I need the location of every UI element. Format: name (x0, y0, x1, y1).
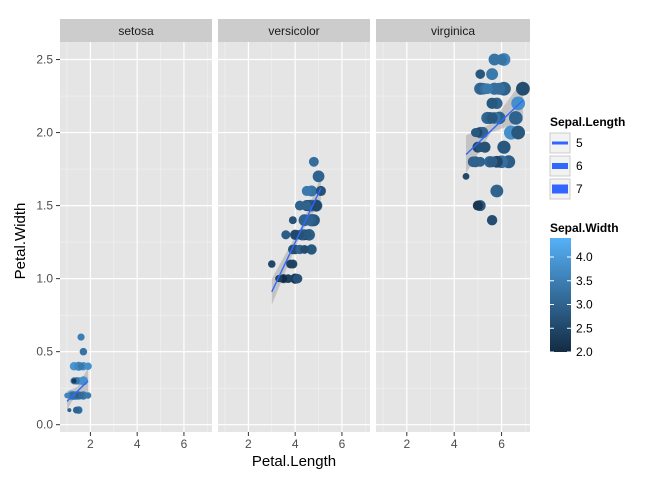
color-legend-label: 4.0 (576, 250, 593, 264)
panel-background (376, 42, 530, 432)
data-point (77, 362, 85, 370)
facet-strip (218, 19, 370, 42)
y-tick-label: 1.0 (36, 272, 53, 286)
data-point (79, 347, 88, 356)
x-tick-label: 4 (292, 437, 299, 451)
data-point (268, 260, 276, 268)
color-bar (550, 238, 571, 352)
data-point (64, 392, 70, 399)
data-point (286, 259, 295, 269)
data-point (71, 378, 77, 384)
trend-line (271, 187, 322, 293)
data-point (472, 200, 483, 211)
color-legend-label: 3.0 (576, 298, 593, 312)
legend: Sepal.Length Sepal.Width 5 6 7 4.0 3.5 3.0 2.5… (549, 115, 625, 359)
color-legend-label: 2.0 (576, 345, 593, 359)
data-point (511, 96, 526, 111)
facet-strip-label: setosa (118, 24, 154, 38)
data-point (84, 392, 92, 399)
data-point (475, 69, 486, 79)
data-point (493, 82, 506, 95)
data-point (511, 125, 526, 140)
y-axis-title: Petal.Width (12, 203, 29, 280)
size-legend-swatch (552, 163, 568, 169)
data-point (496, 54, 508, 65)
data-point (486, 112, 498, 124)
facet-panel-setosa: setosa (60, 19, 212, 432)
data-point (497, 140, 511, 154)
facet-strip-label: versicolor (268, 24, 319, 38)
x-axis-title: Petal.Length (252, 453, 336, 470)
panels-layer: setosa versicolor virginica (60, 19, 530, 432)
data-point (300, 245, 309, 254)
data-point (84, 362, 92, 371)
y-tick-label: 1.5 (36, 199, 53, 213)
data-point (490, 184, 504, 198)
facet-panel-virginica: virginica (376, 19, 530, 432)
data-point (308, 156, 319, 167)
data-point (486, 215, 498, 226)
size-legend-swatch (552, 141, 568, 145)
data-point (475, 142, 486, 152)
data-point (462, 172, 470, 180)
facet-strip-label: virginica (431, 24, 475, 38)
data-point (306, 244, 317, 255)
data-point (312, 170, 325, 183)
size-legend-label: 5 (576, 136, 583, 150)
x-tick-label: 4 (451, 437, 458, 451)
color-legend-label: 3.5 (576, 274, 593, 288)
facet-strip (60, 19, 212, 42)
x-tick-label: 6 (181, 437, 188, 451)
data-point (77, 333, 85, 341)
size-legend-swatch (552, 184, 568, 194)
trend-line (66, 380, 89, 402)
x-tick-label: 2 (245, 437, 252, 451)
data-point (288, 216, 297, 225)
facet-strip (376, 19, 530, 42)
x-tick-label: 2 (87, 437, 94, 451)
size-legend-title: Sepal.Length (550, 115, 625, 129)
panel-background (60, 42, 212, 432)
size-legend-label: 7 (576, 182, 583, 196)
x-tick-label: 4 (134, 437, 141, 451)
y-tick-label: 2.5 (36, 53, 53, 67)
data-point (516, 81, 530, 96)
data-point (486, 156, 498, 168)
trend-line (465, 99, 524, 155)
data-point (281, 230, 291, 240)
data-point (508, 111, 523, 125)
size-legend-label: 6 (576, 159, 583, 173)
data-point (301, 185, 312, 197)
y-tick-label: 0.0 (36, 418, 53, 432)
y-tick-label: 2.0 (36, 126, 53, 140)
x-tick-label: 6 (498, 437, 505, 451)
data-point (486, 68, 498, 80)
color-legend-title: Sepal.Width (550, 221, 619, 235)
axes-layer: 2 4 6 2 4 6 2 4 6 0.0 0.5 1.0 1.5 2.0 2.5 (36, 53, 505, 451)
data-point (486, 97, 498, 109)
x-tick-label: 6 (339, 437, 346, 451)
data-point (302, 230, 312, 240)
data-point (294, 200, 305, 211)
data-point (67, 408, 72, 413)
data-point (468, 156, 479, 167)
data-point (482, 83, 493, 95)
color-legend-label: 2.5 (576, 321, 593, 335)
x-tick-label: 2 (403, 437, 410, 451)
data-point (302, 201, 312, 210)
data-point (470, 128, 481, 138)
facet-panel-versicolor: versicolor (218, 19, 370, 432)
data-point (475, 156, 486, 167)
y-tick-label: 0.5 (36, 345, 53, 359)
data-point (73, 406, 80, 414)
data-point (292, 273, 303, 284)
